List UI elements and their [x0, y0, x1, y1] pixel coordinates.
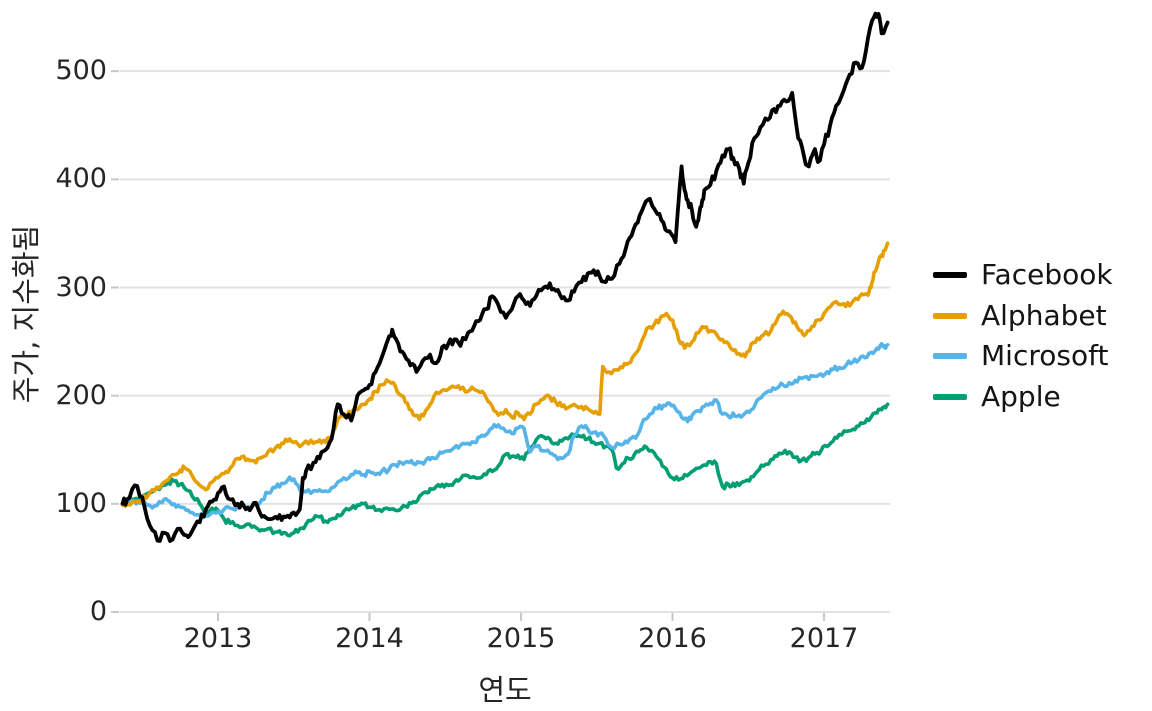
y-tick-label-400: 400 [55, 163, 107, 195]
y-tick-label-500: 500 [55, 55, 107, 87]
x-tick-label-2014: 2014 [335, 623, 404, 654]
x-tick-label-2016: 2016 [638, 623, 707, 654]
series-line-alphabet [120, 241, 890, 508]
x-tick-label-2015: 2015 [486, 623, 556, 654]
y-tick-label-200: 200 [55, 379, 107, 411]
y-axis-label: 주가, 지수화됨 [9, 224, 43, 404]
x-axis-label: 연도 [478, 673, 532, 707]
series-line-microsoft [120, 342, 890, 520]
series-line-apple [120, 402, 890, 538]
legend-line-swatch-facebook [933, 272, 967, 278]
x-tick-label-2013: 2013 [183, 623, 253, 654]
legend-label: Alphabet [981, 298, 1107, 332]
legend-line-swatch-alphabet [933, 312, 967, 319]
y-tick-label-100: 100 [55, 487, 107, 519]
legend-line-swatch-microsoft [933, 353, 967, 359]
series-line-facebook [120, 11, 890, 543]
legend-label: Microsoft [981, 339, 1109, 372]
x-tick-label-2017: 2017 [789, 623, 859, 654]
legend-label: Apple [981, 379, 1061, 413]
y-tick-label-0: 0 [89, 596, 107, 627]
legend-label: Facebook [981, 258, 1113, 291]
legend-line-swatch-apple [933, 393, 967, 400]
y-tick-label-300: 300 [55, 271, 107, 303]
